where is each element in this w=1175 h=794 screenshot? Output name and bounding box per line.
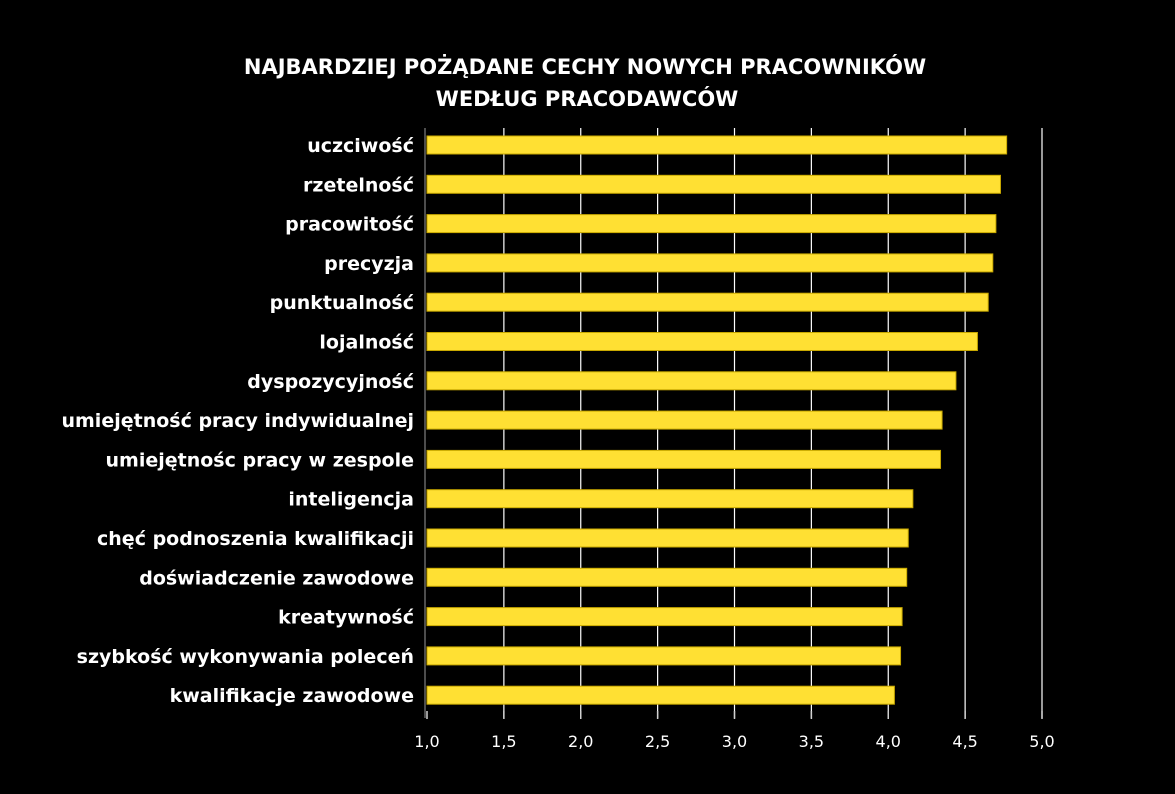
x-tick-label: 4,0 (876, 732, 901, 751)
chart-title-line-2: WEDŁUG PRACODAWCÓW (436, 86, 739, 111)
bar (426, 174, 1001, 194)
bar (426, 332, 978, 351)
bar (426, 449, 942, 469)
bar (426, 214, 997, 234)
bar (426, 371, 957, 391)
bar (426, 292, 989, 312)
category-label: kreatywność (278, 607, 414, 629)
chart-title: NAJBARDZIEJ POŻĄDANE CECHY NOWYCH PRACOW… (244, 54, 926, 111)
x-tick-label: 5,0 (1029, 732, 1054, 751)
category-label: precyzja (324, 253, 414, 275)
category-label: inteligencja (288, 489, 414, 511)
category-label: umiejętnośc pracy w zespole (106, 449, 415, 471)
bars (426, 135, 1008, 705)
x-axis: 1,0 1,5 2,0 2,5 3,0 3,5 4,0 4,5 5,0 (414, 128, 1055, 751)
category-label: doświadczenie zawodowe (139, 567, 414, 589)
category-label: rzetelność (303, 174, 414, 196)
category-label: kwalifikacje zawodowe (170, 685, 414, 707)
category-labels: uczciwość rzetelność pracowitość precyzja pu… (61, 135, 414, 707)
bar (426, 489, 914, 509)
category-label: szybkość wykonywania poleceń (77, 646, 414, 668)
bar (426, 253, 994, 273)
bar (426, 607, 903, 627)
x-tick-label: 1,0 (414, 732, 439, 751)
x-tick-label: 4,5 (952, 732, 977, 751)
bar (426, 646, 902, 666)
x-tick-label: 2,5 (645, 732, 670, 751)
x-tick-label: 3,0 (722, 732, 747, 751)
bar (426, 685, 895, 705)
category-label: lojalność (319, 332, 414, 354)
category-label: pracowitość (285, 214, 414, 236)
bar (426, 528, 909, 548)
category-label: punktualność (270, 292, 414, 314)
chart-title-line-1: NAJBARDZIEJ POŻĄDANE CECHY NOWYCH PRACOW… (244, 54, 926, 79)
bar (426, 135, 1008, 155)
category-label: uczciwość (307, 135, 414, 157)
x-tick-label: 2,0 (568, 732, 593, 751)
bar (426, 410, 943, 430)
category-label: chęć podnoszenia kwalifikacji (97, 528, 414, 550)
x-tick-label: 3,5 (799, 732, 824, 751)
category-label: dyspozycyjność (247, 371, 414, 393)
category-label: umiejętność pracy indywidualnej (61, 410, 414, 432)
bar (426, 567, 908, 587)
x-tick-label: 1,5 (491, 732, 516, 751)
